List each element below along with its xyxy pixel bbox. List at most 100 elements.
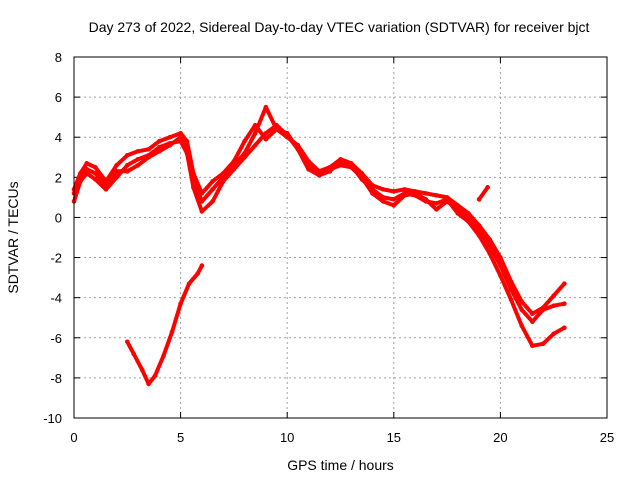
series-1-point: [391, 203, 397, 208]
series-3-point: [231, 163, 237, 168]
series-2-point: [125, 152, 130, 158]
y-tick-label: 2: [55, 170, 62, 185]
series-3-point: [466, 219, 471, 224]
series-3-point: [380, 195, 386, 200]
series-3-point: [252, 130, 258, 136]
series-3-point: [391, 197, 397, 202]
series-4-point: [125, 339, 130, 345]
series-3-point: [178, 134, 183, 140]
series-3-point: [327, 169, 333, 174]
y-tick-label: 4: [55, 130, 62, 145]
series-1-point: [519, 307, 525, 313]
series-2-point: [93, 165, 98, 170]
series-2-point: [306, 158, 311, 164]
series-4-point: [195, 271, 200, 276]
series-1-point: [93, 177, 98, 182]
series-2-point: [156, 138, 162, 144]
x-tick-label: 5: [177, 430, 184, 445]
y-axis-label: SDTVAR / TECUs: [5, 181, 21, 293]
series-3-point: [455, 211, 461, 216]
series-3-point: [476, 233, 482, 238]
series-4-point: [139, 367, 145, 373]
series-2-point: [114, 163, 119, 168]
series-5-line: [477, 185, 490, 202]
series-3-point: [114, 169, 119, 174]
series-2-point: [135, 148, 141, 154]
series-3-point: [156, 148, 162, 154]
series-4-point: [199, 263, 205, 268]
series-1-point: [562, 301, 567, 306]
series-3-point: [519, 323, 525, 329]
series-3-point: [540, 341, 546, 347]
series-3-point: [167, 142, 173, 148]
y-tick-label: 8: [55, 50, 62, 65]
series-4-point: [152, 373, 158, 379]
series-1-point: [135, 156, 141, 162]
series-3-point: [284, 130, 290, 136]
series-2-point: [476, 223, 482, 228]
series-3-point: [370, 187, 375, 192]
y-tick-label: -6: [50, 331, 62, 346]
series-3-point: [487, 251, 493, 256]
series-3-point: [242, 150, 247, 156]
series-3-point: [530, 343, 535, 349]
series-4-point: [186, 281, 192, 286]
series-3-point: [508, 297, 514, 302]
series-2-point: [359, 171, 365, 176]
series-2-point: [466, 211, 471, 216]
series-2-point: [412, 189, 418, 194]
series-3-point: [93, 171, 98, 176]
series-3-point: [306, 167, 311, 172]
series-3-point: [184, 144, 190, 150]
y-tick-label: -4: [50, 291, 62, 306]
series-1-point: [380, 199, 386, 204]
series-3-point: [359, 177, 365, 182]
series-2-point: [530, 311, 535, 317]
series-3-point: [295, 146, 301, 152]
series-3-point: [274, 126, 279, 132]
series-3-point: [191, 177, 196, 182]
y-tick-label: -8: [50, 371, 62, 386]
series-3-point: [402, 191, 407, 196]
series-3-point: [220, 175, 226, 180]
series-3-point: [562, 325, 567, 331]
series-2-point: [84, 160, 90, 166]
series-3-point: [263, 104, 269, 110]
series-2-point: [487, 237, 493, 242]
series-4-point: [131, 351, 136, 357]
series-1-point: [103, 187, 109, 192]
series-3-point: [338, 158, 343, 164]
series-1-point: [551, 303, 556, 308]
series-4-point: [161, 353, 166, 359]
series-1-point: [125, 163, 130, 168]
series-3-point: [434, 201, 439, 206]
series-1-point: [530, 319, 535, 325]
series-2-point: [210, 179, 215, 184]
series-3-point: [78, 175, 83, 180]
series-2-point: [540, 305, 546, 310]
chart-title: Day 273 of 2022, Sidereal Day-to-day VTE…: [89, 19, 590, 35]
plot-frame: [73, 56, 608, 419]
series-3-point: [103, 183, 109, 188]
series-2-point: [455, 203, 461, 208]
series-2-point: [380, 187, 386, 192]
series-3-point: [84, 167, 90, 172]
series-3-point: [199, 199, 205, 204]
series-2-point: [508, 279, 514, 284]
series-5-point: [485, 185, 490, 190]
series-1-point: [114, 175, 119, 180]
x-tick-label: 20: [493, 430, 507, 445]
series-3-point: [135, 163, 141, 168]
series-1-point: [263, 130, 269, 136]
x-tick-label: 15: [387, 430, 401, 445]
series-2-point: [167, 134, 173, 140]
series-layer: [71, 104, 567, 387]
series-1-point: [434, 207, 439, 212]
series-3-point: [125, 169, 130, 174]
series-2-point: [391, 189, 397, 194]
series-2-point: [434, 193, 439, 198]
series-2-point: [402, 187, 407, 192]
series-4-point: [178, 301, 183, 306]
